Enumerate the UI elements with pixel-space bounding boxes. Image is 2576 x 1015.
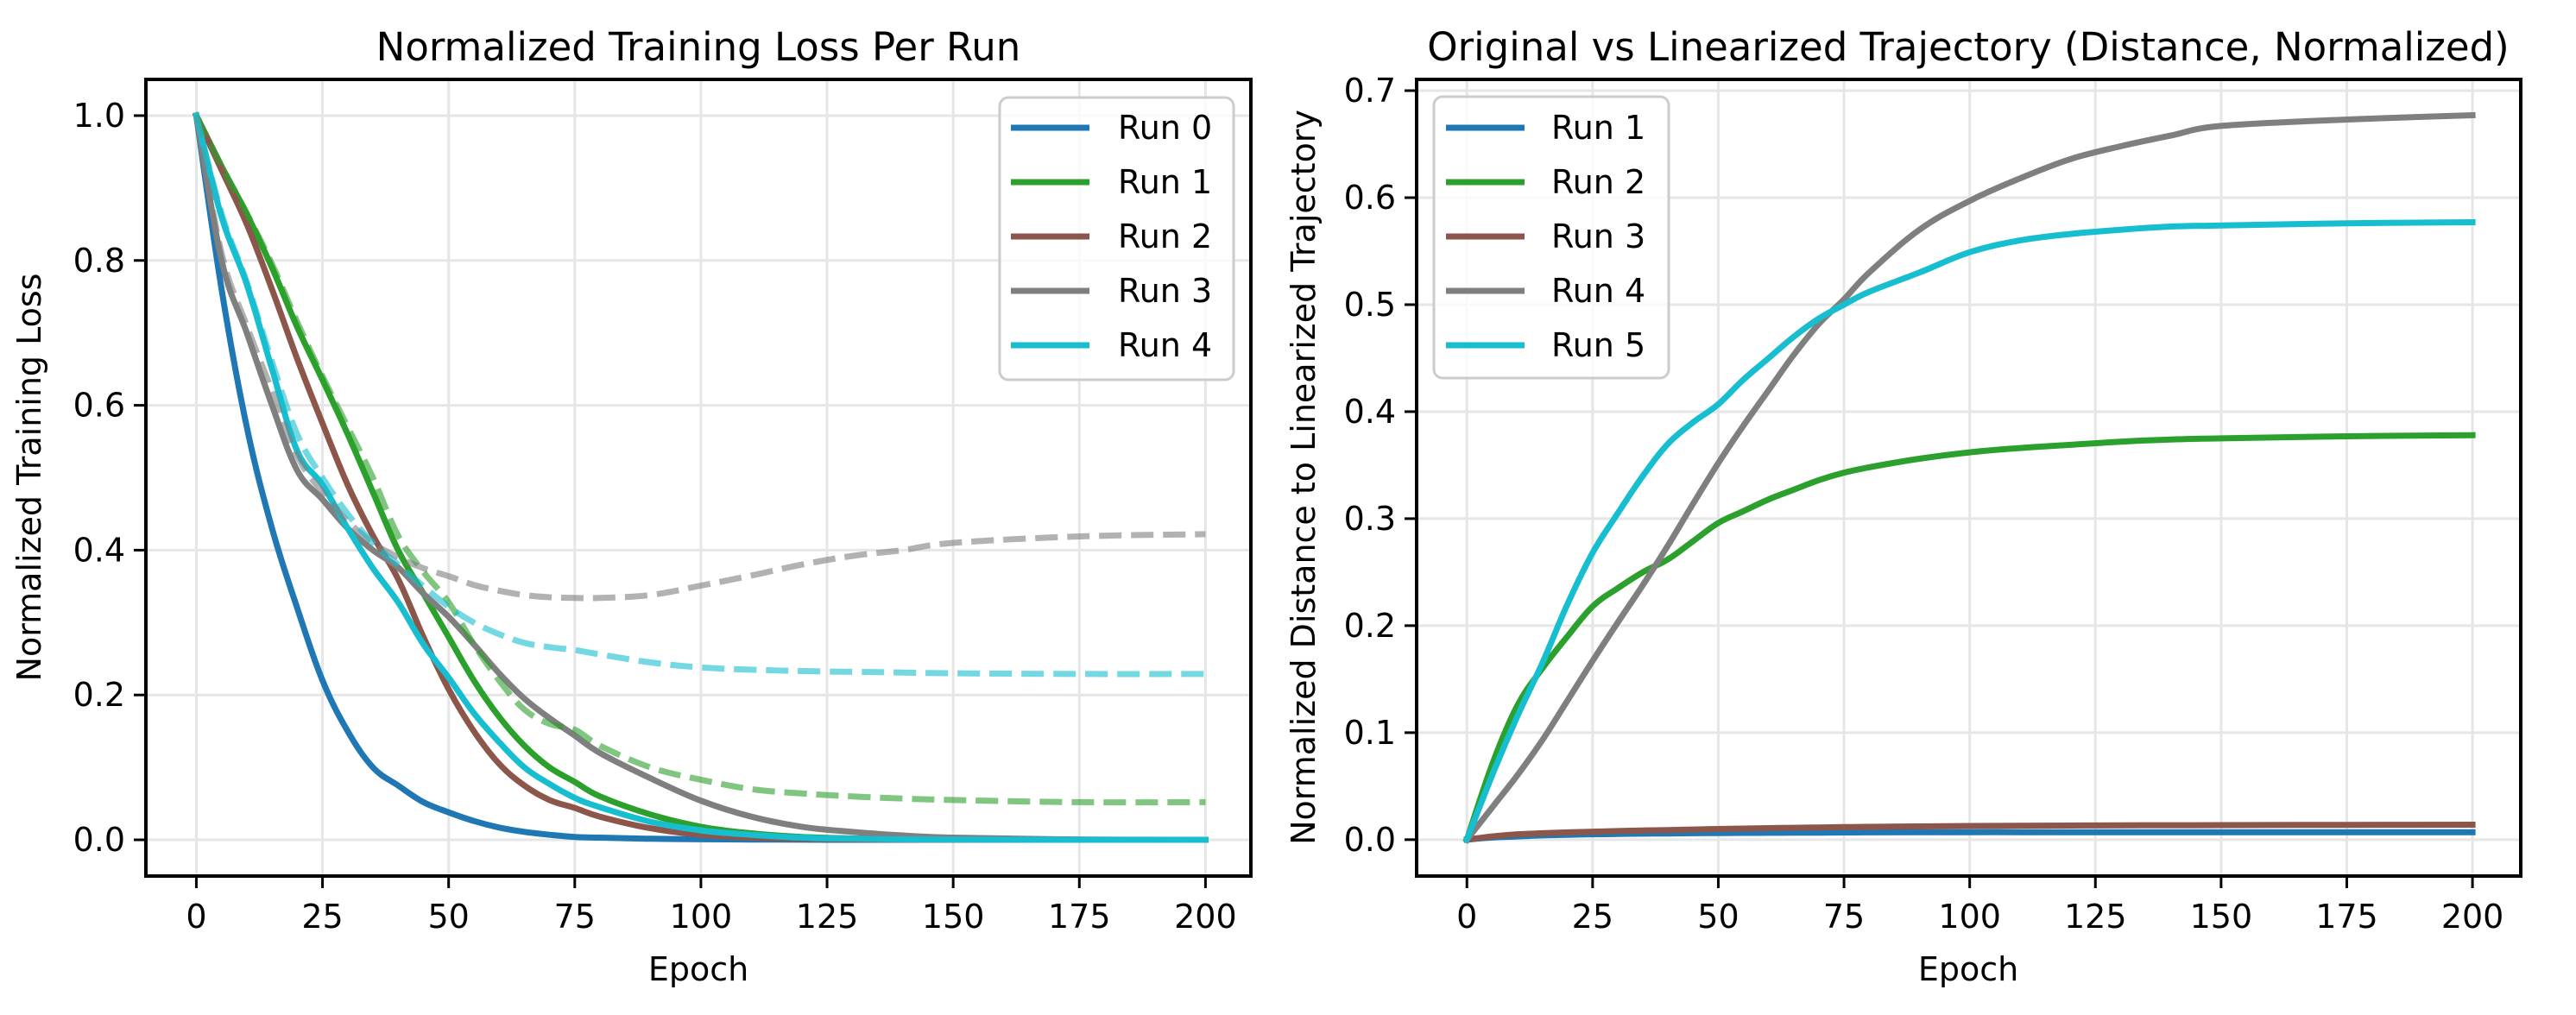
series-line-run-3-linearized-dashed	[193, 115, 1206, 602]
x-tick-label: 200	[1174, 898, 1237, 936]
x-tick-label: 125	[2064, 898, 2127, 936]
legend-label: Run 0	[1118, 109, 1212, 147]
y-tick-label: 0.6	[73, 387, 125, 425]
x-tick-label: 175	[1048, 898, 1111, 936]
legend-label: Run 3	[1118, 272, 1212, 310]
x-axis-ticks: 0 25 50 75 100 125 150 175 200	[1456, 876, 2503, 936]
legend-label: Run 2	[1118, 218, 1212, 255]
chart-title: Original vs Linearized Trajectory (Dista…	[1427, 24, 2509, 70]
legend-label: Run 1	[1551, 109, 1645, 147]
x-tick-label: 150	[2190, 898, 2253, 936]
x-tick-label: 125	[796, 898, 859, 936]
x-tick-label: 25	[301, 898, 343, 936]
x-axis-ticks: 0 25 50 75 100 125 150 175 200	[186, 876, 1237, 936]
legend-label: Run 5	[1551, 326, 1645, 364]
series-line-run-4-linearized-dashed	[193, 115, 1206, 678]
legend-label: Run 3	[1551, 218, 1645, 255]
legend-item: Run 4	[1011, 326, 1212, 364]
x-tick-label: 200	[2441, 898, 2504, 936]
panel-training-loss: Normalized Training Loss Per Run 0 25 50 75…	[10, 24, 1253, 988]
axes-frame	[144, 78, 1253, 878]
x-tick-label: 150	[922, 898, 985, 936]
series-line-run-3	[193, 111, 1209, 843]
x-tick-label: 75	[1823, 898, 1865, 936]
y-axis-label: Normalized Training Loss	[10, 274, 48, 682]
x-tick-label: 100	[670, 898, 733, 936]
chart-title: Normalized Training Loss Per Run	[376, 24, 1021, 70]
legend-box	[1432, 95, 1670, 380]
y-axis-ticks: 0.0 0.2 0.4 0.6 0.8 1.0	[73, 97, 146, 859]
x-tick-label: 50	[428, 898, 470, 936]
x-tick-label: 175	[2315, 898, 2378, 936]
series-line-run-5	[1462, 218, 2476, 844]
y-tick-label: 0.6	[1344, 179, 1396, 217]
x-axis-label: Epoch	[1918, 950, 2018, 988]
legend-item: Run 0	[1011, 109, 1212, 147]
grid	[146, 79, 1251, 876]
y-tick-label: 0.8	[73, 242, 125, 280]
y-axis-ticks: 0.0 0.1 0.2 0.3 0.4 0.5 0.6 0.7	[1344, 72, 1417, 859]
y-tick-label: 0.3	[1344, 500, 1396, 538]
panel-trajectory-distance: Original vs Linearized Trajectory (Dista…	[1285, 24, 2522, 988]
legend-item: Run 5	[1446, 326, 1645, 364]
y-tick-label: 0.5	[1344, 286, 1396, 324]
legend-label: Run 4	[1118, 326, 1212, 364]
legend-label: Run 1	[1118, 163, 1212, 201]
x-tick-label: 0	[1456, 898, 1477, 936]
legend-item: Run 2	[1011, 218, 1212, 255]
legend: Run 1 Run 2 Run 3 Run 4 Run 5	[1432, 95, 1670, 380]
y-tick-label: 0.1	[1344, 714, 1396, 752]
legend-label: Run 2	[1551, 163, 1645, 201]
x-tick-label: 100	[1938, 898, 2001, 936]
legend-item: Run 4	[1446, 272, 1645, 310]
legend: Run 0 Run 1 Run 2 Run 3 Run 4	[998, 96, 1235, 381]
y-tick-label: 0.4	[73, 531, 125, 569]
grid	[1417, 79, 2521, 876]
series-group	[192, 111, 1209, 843]
x-tick-label: 50	[1697, 898, 1739, 936]
y-tick-label: 1.0	[73, 97, 125, 135]
y-tick-label: 0.2	[1344, 607, 1396, 645]
y-axis-label: Normalized Distance to Linearized Trajec…	[1285, 110, 1323, 845]
y-tick-label: 0.2	[73, 676, 125, 714]
y-tick-label: 0.0	[73, 821, 125, 859]
legend-item: Run 1	[1446, 109, 1645, 147]
y-tick-label: 0.7	[1344, 72, 1396, 110]
series-line-run-1-linearized-dashed	[193, 114, 1206, 806]
legend-item: Run 2	[1446, 163, 1645, 201]
legend-label: Run 4	[1551, 272, 1645, 310]
series-line-run-4	[193, 111, 1209, 843]
x-tick-label: 25	[1572, 898, 1613, 936]
legend-item: Run 3	[1446, 218, 1645, 255]
series-line-run-3	[1463, 821, 2476, 843]
legend-box	[998, 96, 1235, 381]
legend-item: Run 3	[1011, 272, 1212, 310]
x-tick-label: 75	[554, 898, 596, 936]
y-tick-label: 0.0	[1344, 821, 1396, 859]
series-group	[1462, 111, 2476, 844]
x-axis-label: Epoch	[648, 950, 748, 988]
y-tick-label: 0.4	[1344, 393, 1396, 431]
series-line-run-2	[1462, 432, 2476, 844]
series-line-run-4	[1462, 111, 2476, 844]
x-tick-label: 0	[186, 898, 206, 936]
legend-item: Run 1	[1011, 163, 1212, 201]
